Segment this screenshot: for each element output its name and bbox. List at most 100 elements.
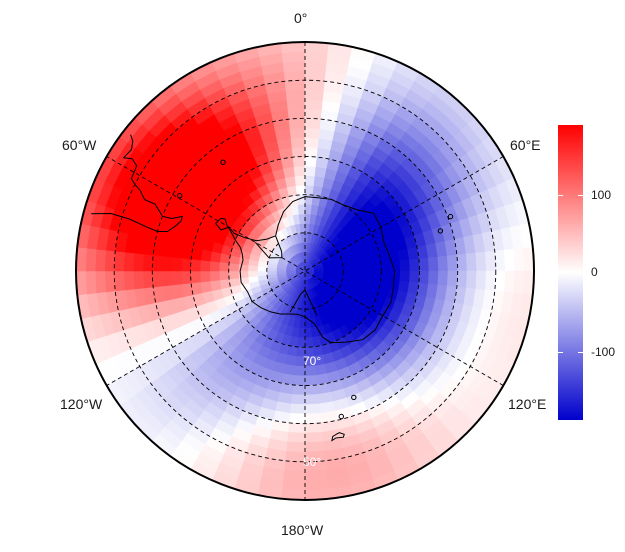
field-cell — [304, 137, 320, 148]
field-cell — [304, 469, 328, 482]
field-cell — [199, 270, 211, 283]
field-cell — [287, 108, 306, 120]
field-cell — [171, 256, 182, 272]
field-cell — [209, 260, 220, 272]
field-cell — [180, 257, 192, 272]
field-cell — [293, 165, 306, 177]
field-cell — [218, 261, 230, 272]
field-cell — [283, 460, 306, 472]
field-cell — [132, 270, 145, 290]
field-cell — [284, 79, 306, 92]
lon-label-60w: 60°W — [62, 137, 97, 153]
field-cell — [446, 254, 459, 272]
field-cell — [465, 270, 478, 290]
field-cell — [304, 156, 318, 167]
field-cell — [161, 270, 173, 287]
field-cell — [304, 108, 323, 120]
field-cell — [94, 270, 107, 294]
field-cell — [296, 337, 306, 348]
field-cell — [304, 194, 314, 205]
field-cell — [292, 375, 306, 386]
field-cell — [456, 253, 468, 272]
meridian-line — [106, 156, 504, 386]
field-cell — [361, 263, 373, 272]
field-cell — [161, 255, 173, 272]
field-cell — [304, 488, 330, 500]
field-cell — [494, 270, 506, 293]
field-cell — [304, 327, 313, 339]
field-cell — [304, 441, 325, 453]
field-cell — [300, 232, 306, 243]
field-cell — [484, 270, 497, 292]
field-cell — [280, 42, 306, 54]
field-cell — [104, 249, 116, 272]
field-cell — [113, 270, 126, 292]
field-cell — [247, 270, 258, 278]
island — [351, 394, 357, 401]
field-cell — [418, 270, 430, 285]
colorbar — [558, 125, 583, 420]
field-cell — [437, 255, 449, 272]
field-cell — [304, 403, 321, 415]
lon-label-120e: 120°E — [508, 396, 547, 412]
field-cell — [151, 270, 164, 288]
field-cell — [380, 270, 392, 281]
field-cell — [295, 184, 306, 196]
lon-label-60e: 60°E — [510, 137, 541, 153]
field-cell — [289, 403, 306, 415]
field-cell — [291, 384, 306, 396]
field-cell — [199, 259, 211, 272]
colorbar-label-0: 0 — [591, 265, 598, 279]
field-cell — [503, 248, 516, 272]
field-cell — [142, 253, 154, 272]
field-cell — [390, 270, 401, 282]
lon-label-180w: 180°W — [281, 522, 324, 538]
field-cell — [456, 270, 468, 289]
field-cell — [503, 270, 516, 294]
field-cell — [85, 247, 97, 272]
field-cell — [299, 222, 306, 234]
field-cell — [256, 270, 268, 277]
field-cell — [522, 246, 534, 272]
island — [447, 213, 454, 220]
field-cell — [304, 175, 316, 186]
field-cell — [292, 156, 306, 167]
field-cell — [304, 299, 310, 310]
field-cell — [286, 185, 298, 197]
field-cell — [288, 412, 306, 425]
field-cell — [285, 89, 306, 101]
map-boundary — [75, 41, 535, 501]
colorbar-tickmark-100-right — [578, 195, 583, 196]
field-cell — [104, 270, 116, 293]
field-cell — [475, 251, 487, 272]
lat-label-70: 70° — [303, 354, 322, 368]
field-cell — [304, 165, 317, 177]
field-cell — [289, 127, 306, 139]
field-cell — [475, 270, 487, 291]
field-cell — [283, 70, 306, 82]
field-cell — [513, 270, 525, 295]
field-cell — [304, 412, 322, 425]
field-cell — [132, 252, 145, 272]
field-cell — [266, 270, 277, 276]
field-cell — [304, 337, 314, 348]
field-cell — [418, 257, 430, 272]
field-cell — [428, 270, 439, 286]
field-cell — [352, 264, 363, 272]
anomaly-field — [76, 42, 534, 500]
latitude-circle — [228, 194, 382, 348]
field-cell — [85, 270, 97, 295]
colorbar-tickmark-neg100-right — [578, 352, 583, 353]
field-cell — [180, 270, 192, 285]
antarctica-coastline — [215, 196, 396, 344]
field-cell — [304, 479, 329, 491]
colorbar-label-100: 100 — [591, 188, 612, 202]
field-cell — [304, 60, 328, 73]
field-cell — [304, 422, 323, 434]
island — [437, 228, 444, 234]
meridian-line — [106, 156, 504, 386]
field-cell — [380, 261, 392, 272]
field-cell — [290, 137, 306, 148]
field-cell — [304, 70, 327, 82]
lat-label-50: 50° — [303, 455, 322, 469]
